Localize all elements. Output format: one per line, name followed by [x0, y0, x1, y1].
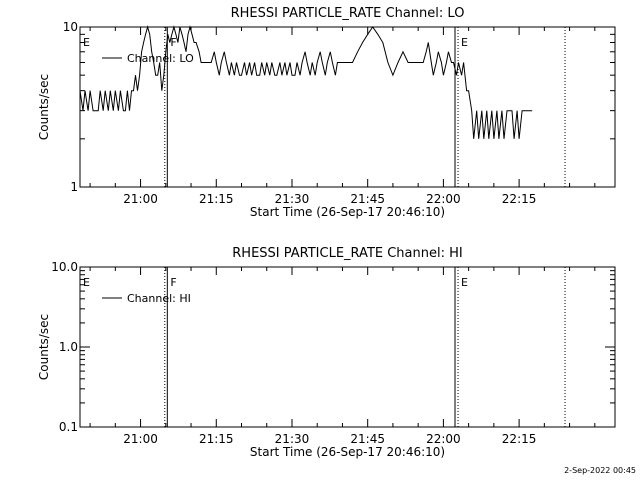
y-tick-label: 10.0	[51, 260, 78, 274]
plot-frame	[79, 26, 616, 188]
x-tick-label: 22:15	[502, 432, 537, 446]
y-tick-label: 1.0	[59, 340, 78, 354]
event-marker-label: F	[170, 276, 176, 289]
y-axis-label: Counts/sec	[37, 74, 51, 140]
y-axis-label: Counts/sec	[37, 314, 51, 380]
footer-timestamp: 2-Sep-2022 00:45	[564, 466, 636, 475]
event-marker-label: E	[83, 36, 90, 49]
x-tick-label: 21:45	[350, 192, 385, 206]
x-tick-label: 21:15	[199, 192, 234, 206]
x-axis-label: Start Time (26-Sep-17 20:46:10)	[250, 445, 445, 459]
event-marker-label: E	[461, 276, 468, 289]
x-axis-label: Start Time (26-Sep-17 20:46:10)	[250, 205, 445, 219]
x-tick-label: 21:15	[199, 432, 234, 446]
x-tick-label: 21:45	[350, 432, 385, 446]
legend-label: Channel: LO	[127, 52, 194, 65]
y-tick-label: 10	[63, 20, 78, 34]
x-tick-label: 21:00	[123, 432, 158, 446]
event-marker-label: E	[461, 36, 468, 49]
series-line-1	[79, 25, 533, 139]
legend-label: Channel: HI	[127, 292, 191, 305]
plot-frame	[79, 266, 616, 428]
chart-panel-2: RHESSI PARTICLE_RATE Channel: HI Counts/s…	[37, 246, 616, 459]
y-tick-label: 0.1	[59, 420, 78, 434]
x-tick-label: 22:15	[502, 192, 537, 206]
event-marker-label: E	[83, 276, 90, 289]
x-tick-label: 21:30	[275, 432, 310, 446]
x-tick-label: 21:00	[123, 192, 158, 206]
x-tick-label: 21:30	[275, 192, 310, 206]
chart-title: RHESSI PARTICLE_RATE Channel: HI	[232, 246, 462, 261]
event-marker-label: F	[170, 36, 176, 49]
chart-title: RHESSI PARTICLE_RATE Channel: LO	[231, 6, 465, 21]
x-tick-label: 22:00	[426, 192, 461, 206]
chart-panel-1: RHESSI PARTICLE_RATE Channel: LO Counts/s…	[37, 6, 616, 219]
y-tick-label: 1	[70, 180, 78, 194]
x-tick-label: 22:00	[426, 432, 461, 446]
